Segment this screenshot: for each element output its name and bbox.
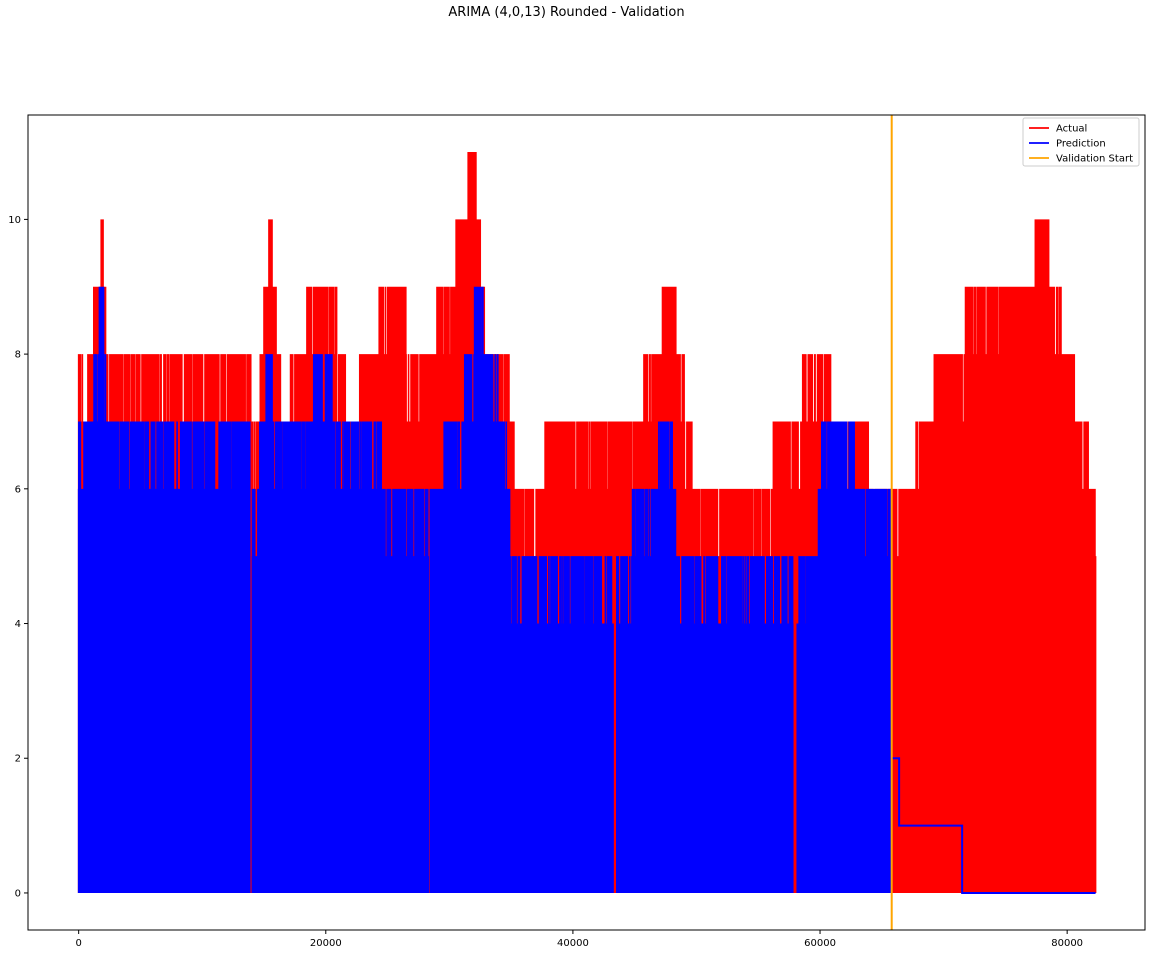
x-tick-label: 80000 (1051, 938, 1083, 949)
y-tick-label: 10 (8, 215, 21, 226)
x-tick-label: 0 (75, 938, 81, 949)
x-tick-label: 60000 (804, 938, 836, 949)
chart-title: ARIMA (4,0,13) Rounded - Validation (448, 5, 685, 20)
x-tick-label: 40000 (557, 938, 589, 949)
y-tick-label: 8 (15, 350, 21, 361)
legend-box (1022, 117, 1140, 167)
prediction-validation-line (891, 757, 1096, 894)
legend-label: Prediction (1056, 139, 1106, 150)
plot-frame (27, 114, 1146, 931)
y-tick-label: 4 (15, 619, 21, 630)
prediction-series-line (77, 286, 893, 893)
plot-area (77, 152, 1097, 894)
legend-label: Actual (1056, 124, 1087, 135)
legend-label: Validation Start (1056, 154, 1133, 165)
x-tick-label: 20000 (310, 938, 342, 949)
y-tick-label: 2 (15, 754, 21, 765)
y-tick-label: 6 (15, 484, 21, 495)
y-tick-label: 0 (15, 888, 21, 899)
